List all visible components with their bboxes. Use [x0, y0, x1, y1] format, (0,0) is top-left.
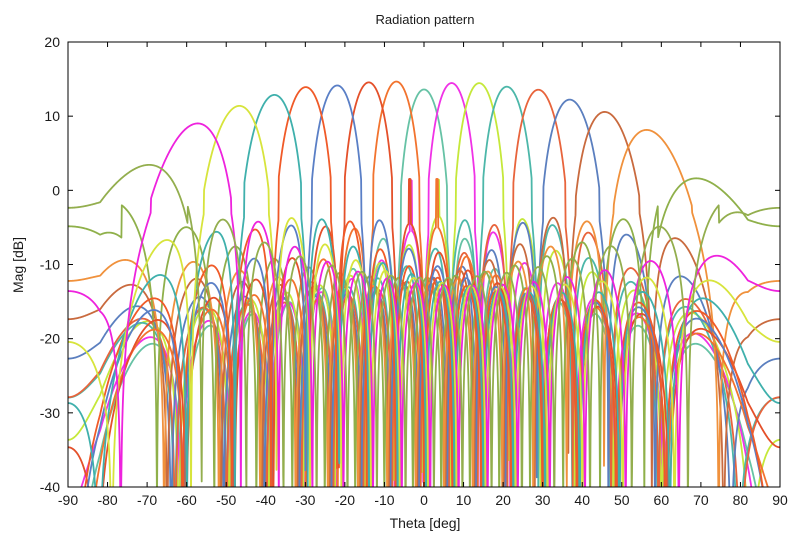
x-tick-label: 70 [693, 492, 709, 508]
x-tick-label: -90 [58, 492, 78, 508]
x-tick-label: 80 [733, 492, 749, 508]
x-tick-label: 50 [614, 492, 630, 508]
x-tick-label: -40 [256, 492, 276, 508]
tick-layer: -90 -80 -70 -60 -50 -40 -30 -20 -10 0 10 20 30 40 50 60… [40, 34, 788, 508]
y-tick-label: -10 [40, 257, 60, 273]
x-tick-label: 90 [772, 492, 788, 508]
series-line-16 [68, 163, 780, 487]
x-tick-label: -70 [137, 492, 157, 508]
x-tick-label: -80 [97, 492, 117, 508]
series-line-12 [84, 86, 764, 487]
x-tick-label: 20 [495, 492, 511, 508]
x-tick-label: 0 [420, 492, 428, 508]
x-tick-label: -20 [335, 492, 355, 508]
x-tick-label: -30 [295, 492, 315, 508]
y-tick-label: -40 [40, 479, 60, 495]
chart-title: Radiation pattern [375, 12, 474, 27]
series-line-7 [68, 129, 780, 487]
x-tick-label: -50 [216, 492, 236, 508]
y-tick-label: 0 [52, 182, 60, 198]
series-line-8 [68, 177, 780, 487]
x-tick-label: -60 [177, 492, 197, 508]
x-tick-label: 10 [456, 492, 472, 508]
series-layer [68, 80, 780, 487]
series-line-15 [68, 122, 780, 487]
y-tick-label: -20 [40, 331, 60, 347]
x-tick-label: 30 [535, 492, 551, 508]
y-tick-label: -30 [40, 405, 60, 421]
x-tick-label: 40 [574, 492, 590, 508]
y-axis-title: Mag [dB] [10, 237, 26, 293]
x-axis-title: Theta [deg] [390, 515, 461, 531]
y-tick-label: 10 [44, 108, 60, 124]
x-tick-label: 60 [654, 492, 670, 508]
series-line-14 [68, 104, 780, 487]
y-tick-label: 20 [44, 34, 60, 50]
series-line-13 [68, 94, 780, 487]
x-tick-label: -10 [374, 492, 394, 508]
